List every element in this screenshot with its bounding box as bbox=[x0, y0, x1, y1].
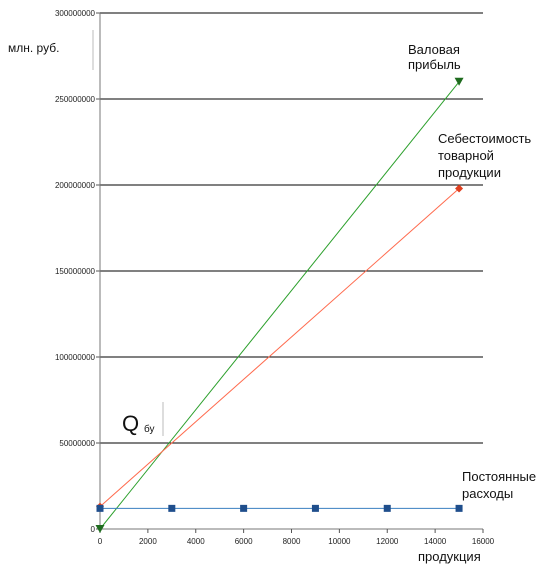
data-point bbox=[311, 504, 319, 512]
series-line-1 bbox=[99, 188, 460, 508]
y-tick-label: 100000000 bbox=[55, 353, 96, 362]
x-tick-label: 12000 bbox=[376, 537, 399, 546]
data-point bbox=[96, 504, 104, 512]
x-tick-label: 10000 bbox=[328, 537, 351, 546]
x-tick-label: 8000 bbox=[283, 537, 301, 546]
series-label-gross-profit: Валовая прибыль bbox=[408, 42, 464, 72]
series-markers bbox=[95, 77, 464, 533]
y-tick-label: 250000000 bbox=[55, 95, 96, 104]
data-point bbox=[455, 184, 464, 193]
data-point bbox=[454, 77, 464, 86]
data-point bbox=[383, 504, 391, 512]
x-tick-label: 6000 bbox=[235, 537, 253, 546]
y-tick-label: 50000000 bbox=[59, 439, 95, 448]
x-tick-label: 2000 bbox=[139, 537, 157, 546]
data-point bbox=[95, 525, 105, 533]
axes bbox=[96, 12, 484, 533]
series-line-0 bbox=[99, 81, 460, 530]
x-axis-label: продукция bbox=[418, 549, 481, 564]
breakeven-annotation: Q бу bbox=[122, 402, 164, 436]
x-tick-label: 4000 bbox=[187, 537, 205, 546]
series-label-cost: Себестоимость товарной продукции bbox=[438, 131, 535, 180]
x-tick-label: 0 bbox=[98, 537, 103, 546]
y-tick-label: 200000000 bbox=[55, 181, 96, 190]
series-lines bbox=[99, 81, 460, 530]
grid bbox=[100, 12, 483, 444]
y-tick-label: 0 bbox=[91, 525, 96, 534]
data-point bbox=[168, 504, 176, 512]
data-point bbox=[240, 504, 248, 512]
y-tick-label: 300000000 bbox=[55, 9, 96, 18]
breakeven-q-subscript: бу bbox=[144, 423, 155, 435]
y-tick-labels: 0 50000000 100000000 150000000 200000000 2500… bbox=[55, 9, 96, 534]
data-point bbox=[455, 504, 463, 512]
x-tick-labels: 0 2000 4000 6000 8000 10000 12000 14000 16000 bbox=[98, 537, 495, 546]
series-label-fixed-costs: Постоянные расходы bbox=[462, 469, 540, 501]
x-tick-label: 14000 bbox=[424, 537, 447, 546]
breakeven-q-label: Q bbox=[122, 411, 139, 436]
x-tick-label: 16000 bbox=[472, 537, 495, 546]
y-axis-label: млн. руб. bbox=[8, 41, 59, 55]
y-tick-label: 150000000 bbox=[55, 267, 96, 276]
